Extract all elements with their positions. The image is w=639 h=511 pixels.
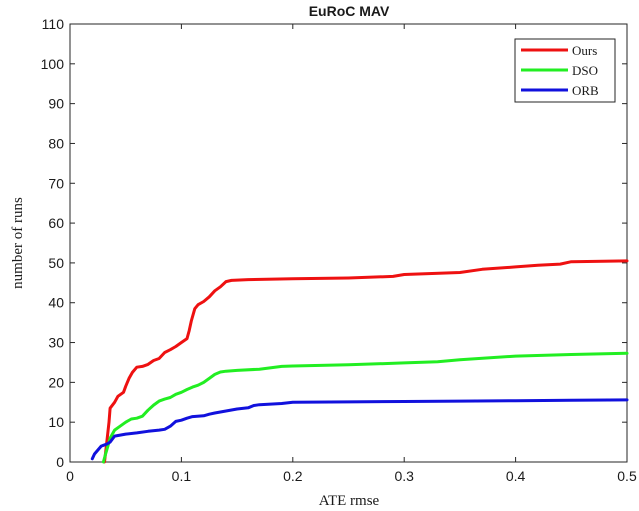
- x-axis: 0 0.1 0.2 0.3 0.4 0.5: [66, 24, 637, 484]
- legend-label: ORB: [572, 83, 599, 98]
- y-tick-label: 70: [48, 175, 64, 191]
- y-tick-label: 50: [48, 255, 64, 271]
- x-tick-label: 0: [66, 468, 74, 484]
- legend: Ours DSO ORB: [514, 38, 616, 103]
- legend-label: DSO: [572, 63, 598, 78]
- legend-label: Ours: [572, 43, 597, 58]
- x-tick-label: 0.3: [394, 468, 414, 484]
- y-tick-label: 60: [48, 215, 64, 231]
- chart-title: EuRoC MAV: [309, 3, 390, 19]
- y-tick-label: 40: [48, 295, 64, 311]
- series-line-orb: [90, 398, 629, 461]
- y-tick-label: 80: [48, 135, 64, 151]
- series-line-dso: [101, 351, 629, 464]
- y-tick-label: 100: [41, 56, 65, 72]
- y-tick-label: 90: [48, 96, 64, 112]
- series-lines: [90, 259, 629, 464]
- y-tick-label: 0: [56, 454, 64, 470]
- series-line-ours: [103, 259, 629, 464]
- y-tick-label: 10: [48, 414, 64, 430]
- y-axis-label: number of runs: [10, 197, 26, 289]
- x-tick-label: 0.5: [617, 468, 637, 484]
- x-axis-label: ATE rmse: [319, 493, 380, 509]
- x-tick-label: 0.1: [172, 468, 192, 484]
- y-tick-label: 30: [48, 335, 64, 351]
- x-tick-label: 0.2: [283, 468, 303, 484]
- y-tick-label: 110: [42, 16, 65, 32]
- y-tick-label: 20: [48, 374, 64, 390]
- x-tick-label: 0.4: [506, 468, 526, 484]
- y-axis: 0 10 20 30 40 50 60 70 80 90 100 110: [41, 16, 627, 470]
